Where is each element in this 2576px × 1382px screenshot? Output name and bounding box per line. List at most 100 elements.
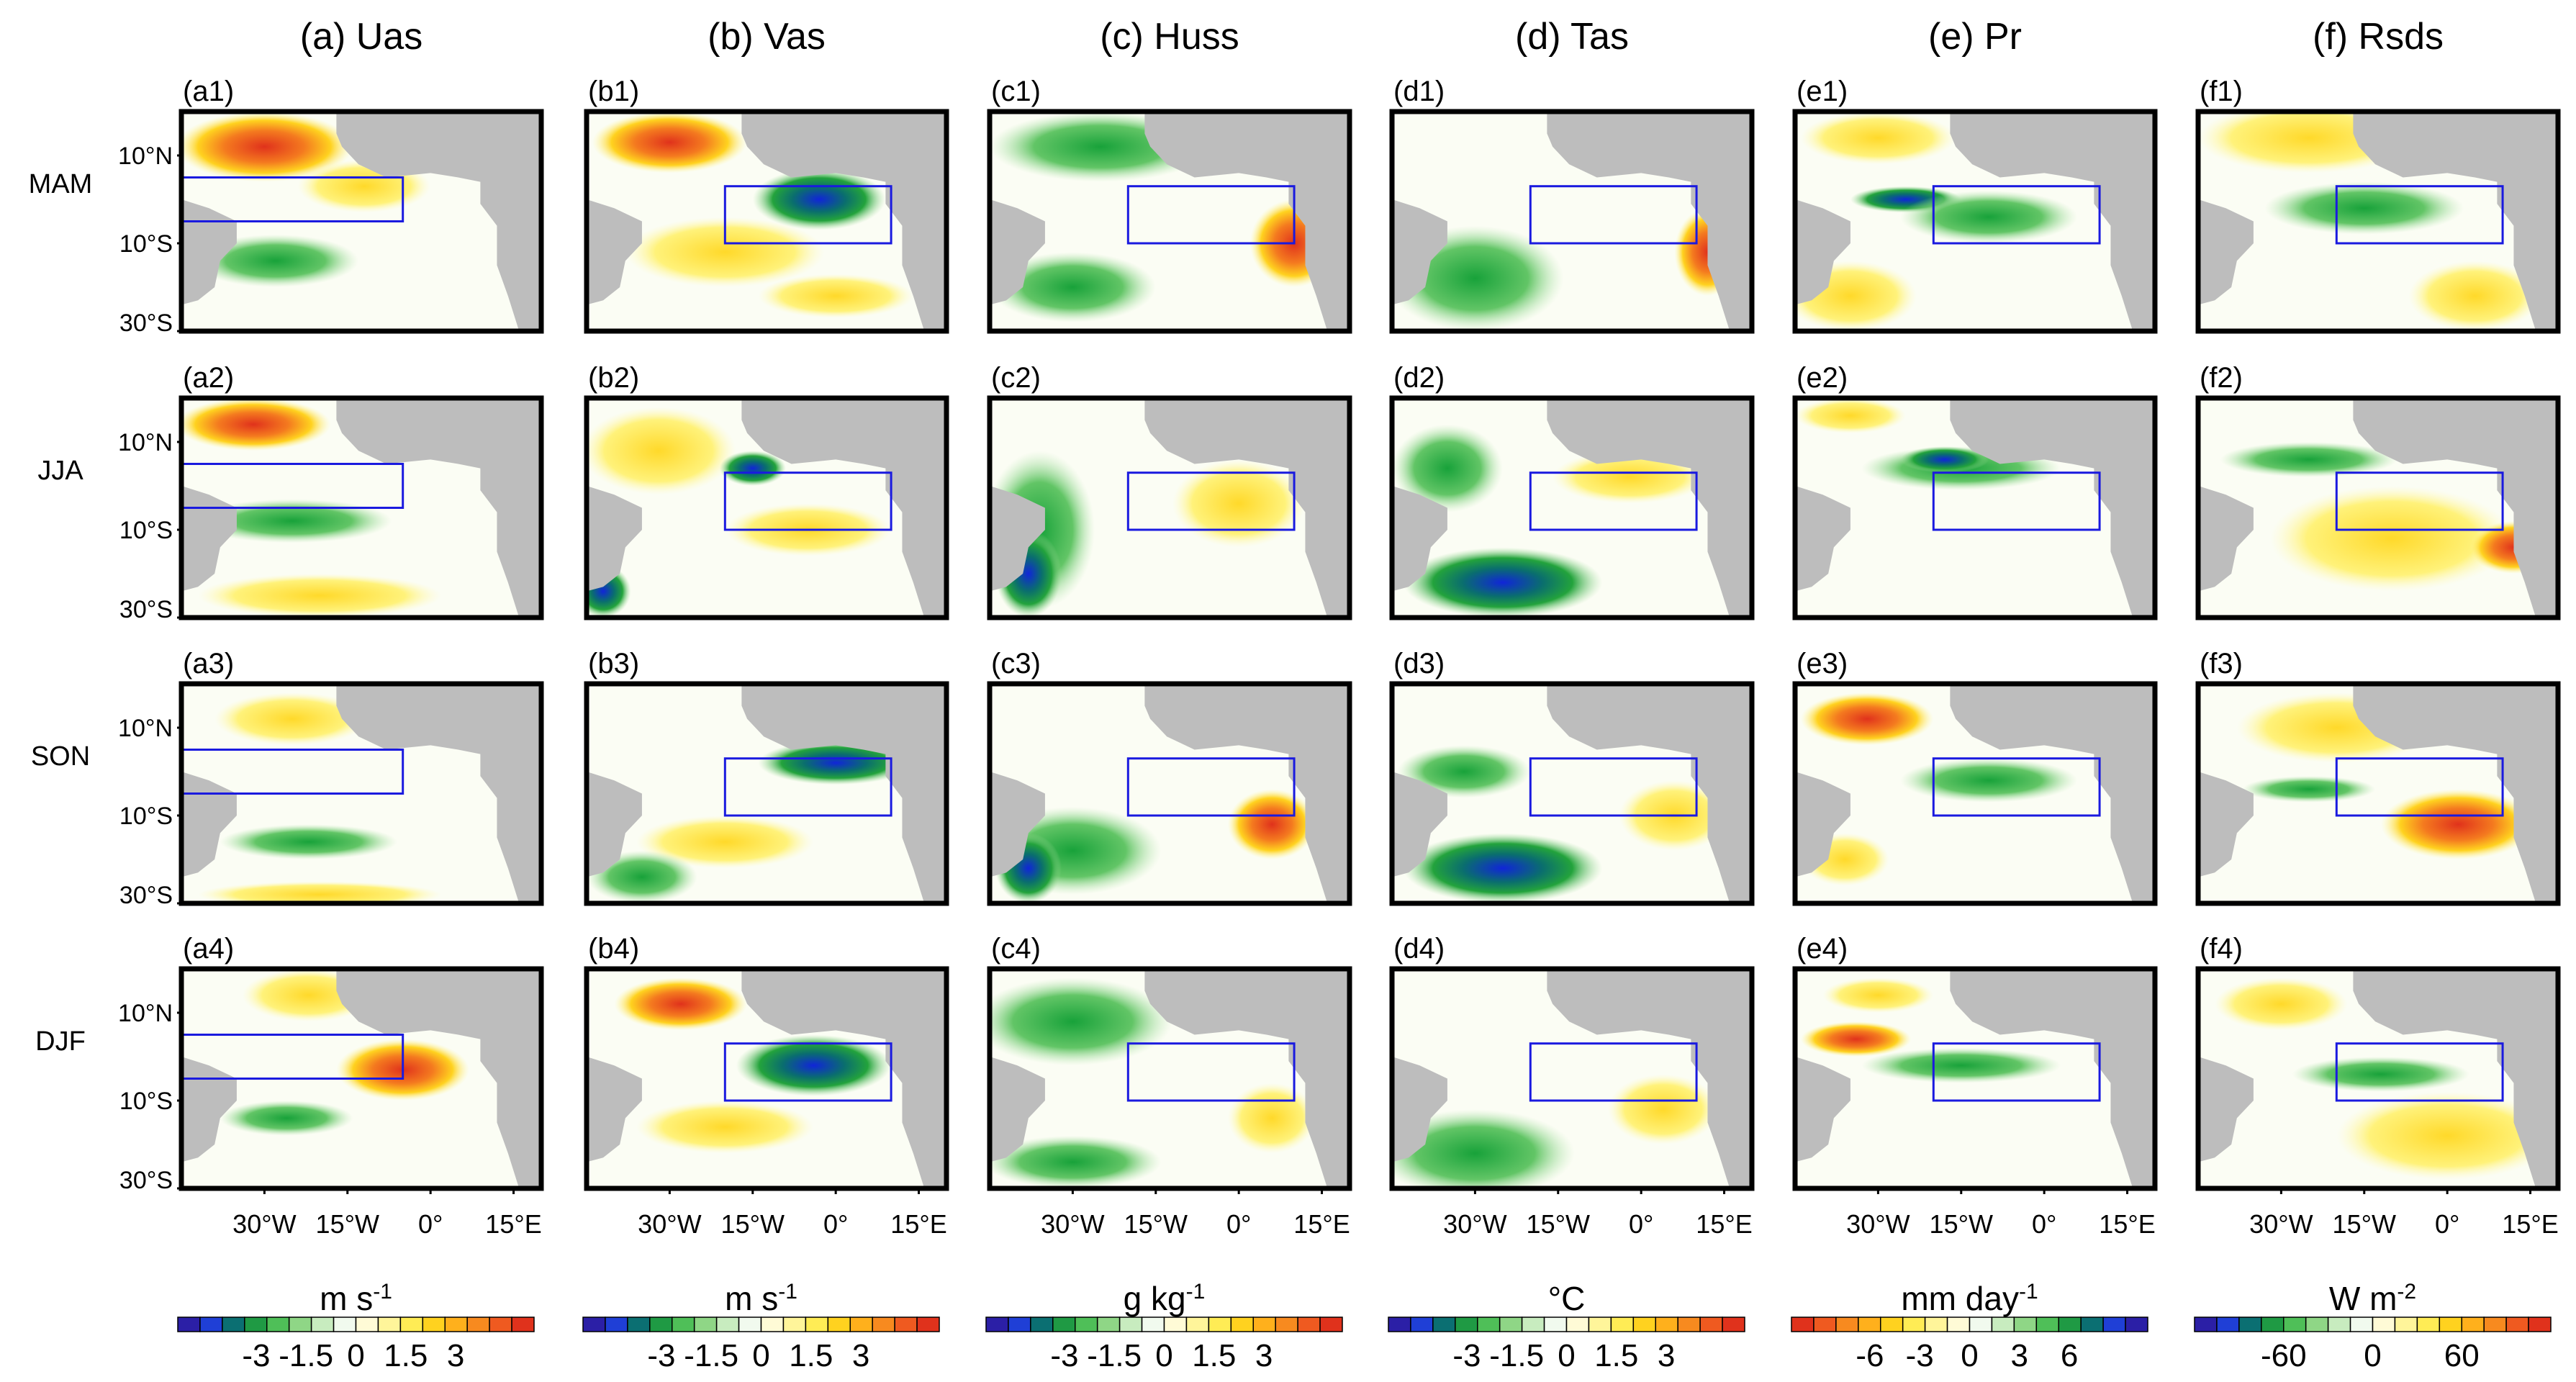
panel-b1: (b1) [584, 76, 949, 334]
colorbar-tick-label: 3 [2011, 1338, 2028, 1373]
region-box [2335, 471, 2504, 531]
land-africa [2336, 684, 2558, 903]
colorbar-segment [2102, 1316, 2126, 1332]
unit-superscript: -1 [1186, 1280, 1206, 1304]
anomaly-field [758, 274, 913, 318]
panel-frame [2195, 681, 2561, 906]
panel-a3: (a3) 10°N 10°S 30°S [118, 648, 544, 909]
colorbar-segment [1924, 1316, 1948, 1332]
anomaly-field [2220, 442, 2398, 477]
colorbar-tick-label: -3 [647, 1338, 675, 1373]
panel-label: (c1) [991, 76, 1041, 107]
land-africa [1530, 684, 1752, 903]
colorbar-unit: W m-2 [2329, 1280, 2416, 1318]
land-africa [320, 398, 541, 618]
anomaly-field [2408, 261, 2541, 331]
colorbar-segment [1230, 1316, 1254, 1332]
anomaly-field [1822, 977, 1934, 1013]
panel-frame [987, 966, 1352, 1191]
colorbar-unit: mm day-1 [1901, 1280, 2038, 1318]
colorbar-segment [2216, 1316, 2240, 1332]
panel-e1: (e1) [1792, 76, 2158, 334]
colorbar-tick-label: -3 [1452, 1338, 1481, 1373]
land-south-america [990, 772, 1045, 877]
region-box [1126, 471, 1296, 531]
colorbar-segment [738, 1316, 762, 1332]
colorbar-tick-label: -1.5 [684, 1338, 738, 1373]
panel-f3: (f3) [2195, 648, 2561, 906]
land-africa [320, 112, 541, 331]
panel-label: (a1) [183, 76, 234, 107]
region-box [181, 176, 405, 222]
colorbar-segment [2327, 1316, 2351, 1332]
panel-frame [178, 681, 544, 906]
x-tick-label: 0° [2435, 1209, 2459, 1239]
land-south-america [587, 486, 642, 592]
anomaly-field [214, 692, 370, 746]
land-africa [1128, 398, 1350, 618]
anomaly-field [592, 112, 748, 173]
colorbar-segment [1388, 1316, 1411, 1332]
anomaly-field [990, 977, 1172, 1066]
colorbar-segment [399, 1316, 424, 1332]
land-africa [2336, 112, 2558, 331]
colorbar-segment [444, 1316, 468, 1332]
colorbar-segment [1319, 1316, 1343, 1332]
colorbar-segment [199, 1316, 223, 1332]
region-box [1126, 185, 1296, 245]
anomaly-field [192, 499, 392, 543]
colorbar-segment [1699, 1316, 1723, 1332]
colorbar-segment [1455, 1316, 1478, 1332]
colorbar-segment [849, 1316, 873, 1332]
colorbar-tick-label: -6 [1856, 1338, 1884, 1373]
land-africa [1933, 684, 2155, 903]
colorbar-tick-label: 0 [752, 1338, 769, 1373]
colorbar-segment [582, 1316, 606, 1332]
panel-frame [2195, 395, 2561, 620]
region-box [1529, 185, 1698, 245]
land-south-america [1392, 772, 1447, 877]
colorbar-unit: m s-1 [725, 1280, 797, 1318]
panel-frame [584, 966, 949, 1191]
season-label-jja: JJA [37, 456, 83, 486]
colorbar-segment [489, 1316, 512, 1332]
x-tick-label: 0° [418, 1209, 443, 1239]
land-africa [1933, 398, 2155, 618]
panel-e3: (e3) [1792, 648, 2158, 906]
colorbar-segment [1163, 1316, 1188, 1332]
anomaly-field [1403, 833, 1603, 903]
anomaly-field [198, 574, 442, 618]
unit-superscript: -2 [2397, 1280, 2416, 1304]
colorbar-tick-label: 0 [1961, 1338, 1978, 1373]
panel-f4: (f4) [2195, 933, 2561, 1191]
colorbar-segment [1835, 1316, 1859, 1332]
anomaly-field [625, 217, 825, 288]
colorbar-segment [627, 1316, 651, 1332]
anomaly-field [1172, 459, 1306, 548]
panel-frame [987, 681, 1352, 906]
x-tick-label: 0° [823, 1209, 848, 1239]
colorbar-segment [2349, 1316, 2374, 1332]
colorbar-segment [1297, 1316, 1321, 1332]
anomaly-field [220, 1101, 353, 1136]
x-tick-label: 15°W [1527, 1209, 1590, 1239]
colorbar-segment [872, 1316, 895, 1332]
column-title-d: (d) Tas [1515, 16, 1629, 58]
region-box [1529, 1042, 1698, 1102]
colorbar-segment [715, 1316, 740, 1332]
region-box [1932, 471, 2101, 531]
panel-frame [2195, 966, 2561, 1191]
panel-label: (b2) [588, 362, 639, 394]
panel-label: (a3) [183, 648, 234, 679]
colorbar-segment [377, 1316, 402, 1332]
anomaly-field [636, 1101, 814, 1154]
panel-label: (b3) [588, 648, 639, 679]
anomaly-field [1800, 112, 1956, 165]
land-south-america [181, 1057, 237, 1162]
colorbar-a: m s-1 -3 -1.5 0 1.5 3 [177, 1280, 535, 1373]
panel-frame [2195, 109, 2561, 334]
colorbar-tick-label: 1.5 [1594, 1338, 1638, 1373]
x-tick-label: 15°E [2502, 1209, 2558, 1239]
panel-frame [1792, 681, 2158, 906]
x-tick-label: 0° [1629, 1209, 1653, 1239]
